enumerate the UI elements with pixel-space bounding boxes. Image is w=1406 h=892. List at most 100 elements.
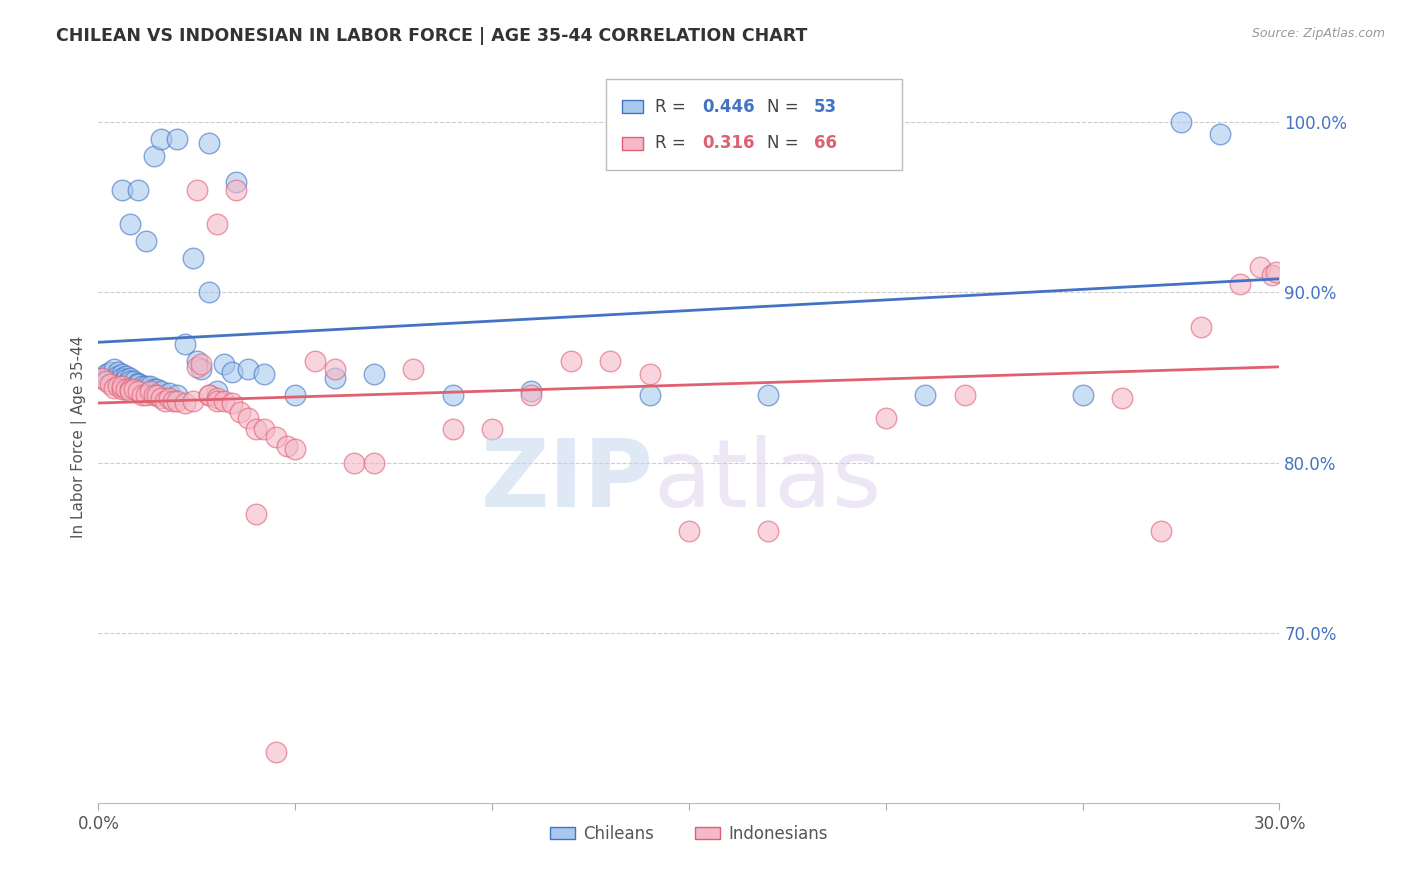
Point [1229, 277, 1251, 291]
Point [186, 353, 208, 368]
Point [197, 285, 219, 300]
Point [560, 353, 582, 368]
Point [157, 391, 180, 405]
Point [756, 524, 779, 538]
Point [166, 132, 188, 146]
Point [197, 136, 219, 150]
Point [875, 411, 897, 425]
Point [146, 387, 169, 401]
Point [190, 362, 212, 376]
Point [1189, 319, 1212, 334]
Point [638, 387, 661, 401]
Point [186, 360, 208, 375]
Point [1150, 524, 1173, 538]
Point [142, 383, 165, 397]
Text: N =: N = [766, 134, 804, 153]
Point [253, 421, 276, 435]
Point [111, 367, 134, 381]
Point [142, 149, 165, 163]
Point [174, 396, 197, 410]
Point [135, 235, 157, 249]
Point [363, 367, 385, 381]
Point [276, 439, 298, 453]
Point [118, 218, 141, 232]
Point [127, 377, 149, 392]
Point [1260, 268, 1282, 283]
Point [914, 387, 936, 401]
Point [214, 394, 236, 409]
Point [122, 374, 145, 388]
Point [115, 383, 138, 397]
Point [181, 394, 204, 409]
Point [304, 353, 326, 368]
Point [127, 376, 149, 390]
Point [111, 379, 134, 393]
Point [1249, 260, 1271, 274]
Point [1264, 265, 1286, 279]
Point [205, 394, 228, 409]
Point [264, 430, 287, 444]
Point [138, 384, 160, 399]
Point [150, 132, 173, 146]
Point [146, 383, 169, 397]
Point [127, 183, 149, 197]
Point [118, 370, 141, 384]
Point [221, 366, 243, 380]
Text: ZIP: ZIP [481, 435, 654, 527]
Point [135, 387, 157, 401]
Point [205, 391, 228, 405]
Point [91, 370, 114, 384]
Point [96, 367, 118, 381]
Text: atlas: atlas [654, 435, 882, 527]
Point [111, 383, 134, 397]
Point [253, 367, 276, 381]
Point [181, 252, 204, 266]
Point [115, 372, 138, 386]
Point [236, 362, 259, 376]
Point [225, 183, 247, 197]
Point [205, 384, 228, 399]
Point [103, 362, 125, 376]
Point [107, 379, 129, 393]
Point [131, 387, 153, 401]
Text: N =: N = [766, 97, 804, 116]
Point [245, 421, 267, 435]
Point [197, 387, 219, 401]
Point [122, 383, 145, 397]
Point [138, 379, 160, 393]
Point [157, 385, 180, 400]
Point [441, 387, 464, 401]
Point [98, 366, 121, 380]
Point [214, 357, 236, 371]
Y-axis label: In Labor Force | Age 35-44: In Labor Force | Age 35-44 [72, 336, 87, 538]
Point [953, 387, 976, 401]
Point [155, 394, 177, 409]
Bar [621, 100, 643, 113]
Point [1071, 387, 1094, 401]
Point [111, 370, 134, 384]
Point [166, 387, 188, 401]
Point [127, 384, 149, 399]
Point [162, 394, 184, 409]
Text: 66: 66 [814, 134, 837, 153]
Point [599, 353, 621, 368]
Text: 0.446: 0.446 [702, 97, 755, 116]
Point [520, 387, 543, 401]
Text: 53: 53 [814, 97, 837, 116]
Point [363, 456, 385, 470]
Text: CHILEAN VS INDONESIAN IN LABOR FORCE | AGE 35-44 CORRELATION CHART: CHILEAN VS INDONESIAN IN LABOR FORCE | A… [56, 27, 807, 45]
Point [197, 387, 219, 401]
Point [150, 391, 173, 405]
Point [323, 370, 346, 384]
Point [236, 411, 259, 425]
Point [441, 421, 464, 435]
Point [221, 396, 243, 410]
Point [284, 387, 307, 401]
Point [284, 442, 307, 456]
Point [343, 456, 366, 470]
Legend: Chileans, Indonesians: Chileans, Indonesians [543, 818, 835, 849]
Point [107, 368, 129, 383]
Point [131, 379, 153, 393]
Point [107, 366, 129, 380]
Point [142, 387, 165, 401]
